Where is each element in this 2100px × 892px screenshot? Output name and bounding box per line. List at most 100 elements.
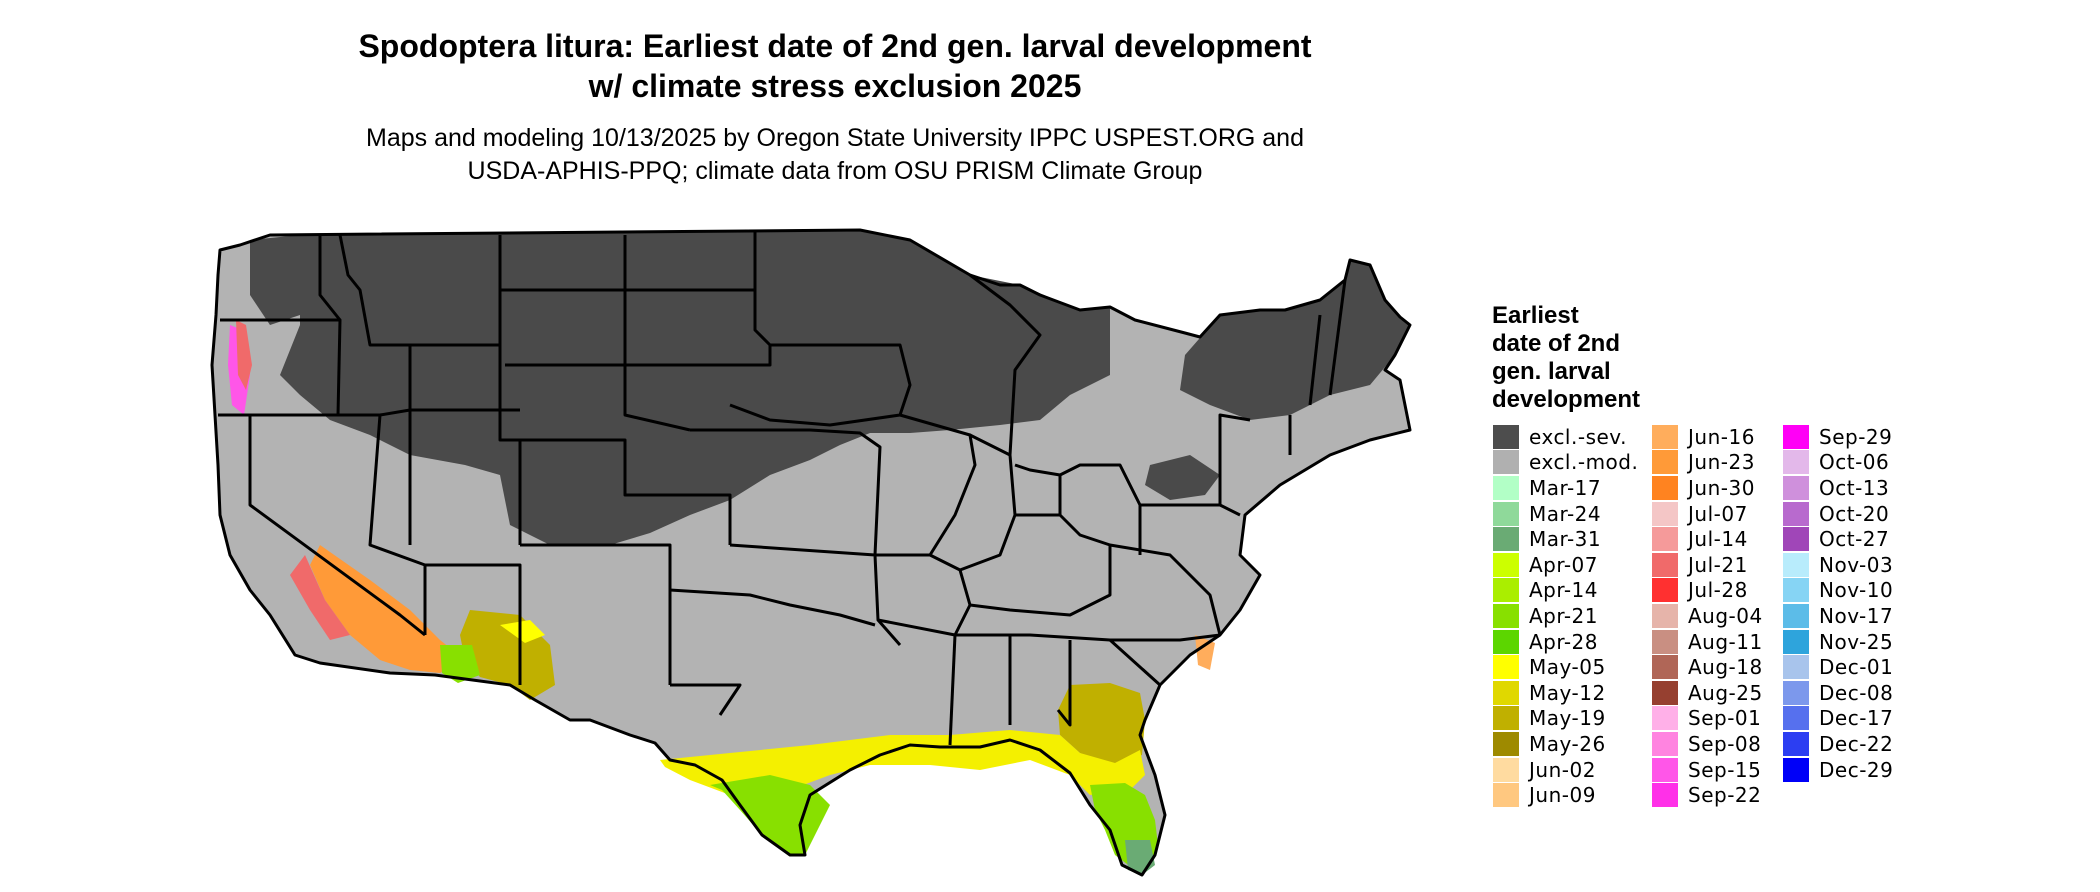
legend-item: Jul-28: [1652, 578, 1763, 604]
legend-swatch: [1783, 603, 1809, 628]
legend-title: Earliest date of 2nd gen. larval develop…: [1492, 302, 1682, 414]
legend-item: Jun-16: [1652, 424, 1763, 450]
legend-title-line: date of 2nd: [1492, 330, 1621, 357]
legend-label: Jun-09: [1529, 783, 1596, 808]
legend-label: May-19: [1529, 706, 1606, 731]
legend-swatch: [1652, 450, 1678, 475]
legend-label: Dec-01: [1819, 655, 1894, 680]
legend-item: Jun-30: [1652, 475, 1763, 501]
legend-item: Oct-13: [1783, 475, 1893, 501]
legend-label: Aug-04: [1688, 603, 1763, 628]
legend-label: Nov-10: [1819, 578, 1894, 603]
legend-label: excl.-sev.: [1529, 424, 1627, 449]
legend-label: Jun-30: [1688, 475, 1755, 500]
legend-label: Jul-28: [1688, 578, 1748, 603]
map-subtitle-line2: USDA-APHIS-PPQ; climate data from OSU PR…: [467, 157, 1203, 185]
legend-item: Apr-28: [1493, 629, 1638, 655]
legend-column-1: excl.-sev. excl.-mod. Mar-17 Mar-24 Mar-31 Ap…: [1493, 424, 1638, 808]
legend-item: Sep-15: [1652, 757, 1763, 783]
legend-label: Dec-29: [1819, 757, 1894, 782]
legend-swatch: [1783, 731, 1809, 756]
legend-label: Aug-11: [1688, 629, 1763, 654]
legend-item: Jun-23: [1652, 450, 1763, 476]
legend-item: Apr-21: [1493, 603, 1638, 629]
legend-item: excl.-mod.: [1493, 450, 1638, 476]
legend-swatch: [1493, 757, 1519, 782]
legend-label: Aug-18: [1688, 655, 1763, 680]
legend-swatch: [1783, 578, 1809, 603]
state-boundaries: [210, 228, 1412, 877]
legend-item: Dec-08: [1783, 680, 1893, 706]
legend-label: Nov-17: [1819, 603, 1894, 628]
legend-swatch: [1493, 552, 1519, 577]
legend-swatch: [1493, 527, 1519, 552]
legend-label: Apr-07: [1529, 552, 1598, 577]
legend-swatch: [1493, 706, 1519, 731]
legend-label: Mar-17: [1529, 475, 1602, 500]
legend-label: Dec-22: [1819, 731, 1894, 756]
legend-label: Oct-06: [1819, 450, 1890, 475]
legend-swatch: [1652, 680, 1678, 705]
legend-label: Apr-28: [1529, 629, 1598, 654]
legend-item: Aug-11: [1652, 629, 1763, 655]
legend-swatch: [1652, 424, 1678, 449]
us-map: [210, 228, 1412, 877]
legend-item: Nov-17: [1783, 603, 1893, 629]
legend-label: Jul-21: [1688, 552, 1748, 577]
legend-label: Dec-17: [1819, 706, 1894, 731]
legend-label: Aug-25: [1688, 680, 1763, 705]
legend-label: Jul-14: [1688, 527, 1748, 552]
legend-swatch: [1652, 603, 1678, 628]
legend-item: Apr-14: [1493, 578, 1638, 604]
legend-item: Aug-25: [1652, 680, 1763, 706]
legend-item: May-26: [1493, 731, 1638, 757]
legend-item: Oct-27: [1783, 526, 1893, 552]
legend-swatch: [1493, 450, 1519, 475]
legend-label: Sep-22: [1688, 783, 1762, 808]
legend-label: Dec-08: [1819, 680, 1894, 705]
legend-label: excl.-mod.: [1529, 450, 1639, 475]
legend-label: Sep-08: [1688, 731, 1762, 756]
legend-label: May-05: [1529, 655, 1606, 680]
legend-item: Oct-20: [1783, 501, 1893, 527]
legend-swatch: [1493, 475, 1519, 500]
legend-swatch: [1652, 783, 1678, 808]
legend-swatch: [1652, 757, 1678, 782]
legend-swatch: [1783, 629, 1809, 654]
legend-item: Mar-31: [1493, 526, 1638, 552]
legend-item: Sep-22: [1652, 782, 1763, 808]
legend-label: Jul-07: [1688, 501, 1748, 526]
legend-swatch: [1493, 655, 1519, 680]
legend-item: Sep-29: [1783, 424, 1893, 450]
legend-item: Jul-21: [1652, 552, 1763, 578]
legend-label: May-26: [1529, 731, 1606, 756]
legend-item: Sep-01: [1652, 706, 1763, 732]
legend-swatch: [1652, 501, 1678, 526]
legend-swatch: [1652, 552, 1678, 577]
legend-swatch: [1493, 680, 1519, 705]
legend-item: Dec-29: [1783, 757, 1893, 783]
legend-title-line: development: [1492, 386, 1641, 413]
legend-swatch: [1493, 731, 1519, 756]
legend-swatch: [1783, 680, 1809, 705]
legend-swatch: [1652, 655, 1678, 680]
legend-item: Jun-02: [1493, 757, 1638, 783]
legend-label: Nov-25: [1819, 629, 1894, 654]
legend-item: Mar-24: [1493, 501, 1638, 527]
legend-label: Apr-14: [1529, 578, 1598, 603]
legend-item: Aug-04: [1652, 603, 1763, 629]
legend-swatch: [1652, 629, 1678, 654]
legend-swatch: [1493, 783, 1519, 808]
legend-swatch: [1493, 603, 1519, 628]
legend-label: Apr-21: [1529, 603, 1598, 628]
legend-swatch: [1783, 757, 1809, 782]
legend-label: Nov-03: [1819, 552, 1894, 577]
legend-item: Dec-22: [1783, 731, 1893, 757]
legend-item: Dec-17: [1783, 706, 1893, 732]
legend-label: May-12: [1529, 680, 1606, 705]
legend-item: Dec-01: [1783, 654, 1893, 680]
legend-label: Sep-15: [1688, 757, 1762, 782]
legend-swatch: [1493, 629, 1519, 654]
legend-swatch: [1652, 475, 1678, 500]
severe-exclusion-zones: [250, 230, 1410, 545]
